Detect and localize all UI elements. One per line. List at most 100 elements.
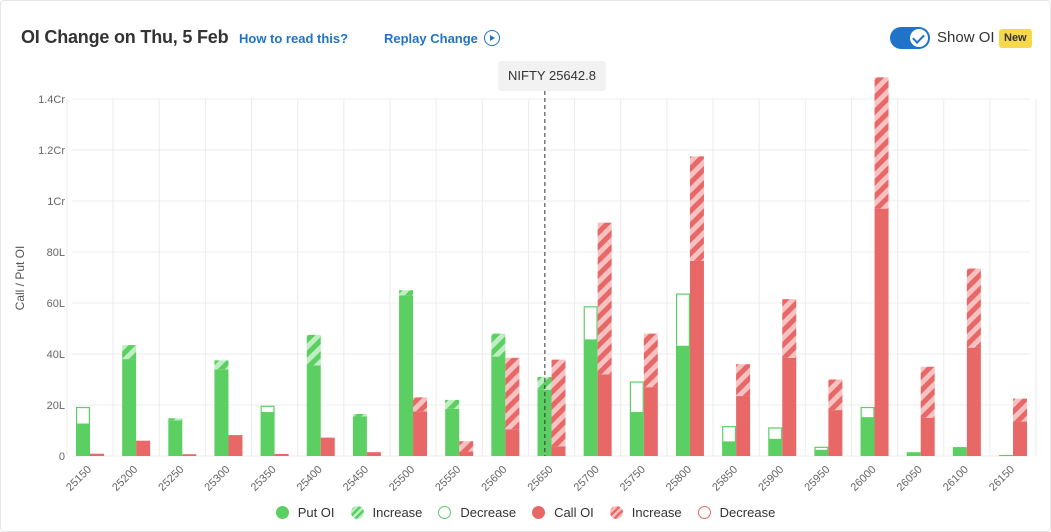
new-badge: New <box>999 29 1032 48</box>
call-oi-bar <box>828 410 843 456</box>
legend-put-decrease[interactable]: Decrease <box>438 505 516 520</box>
put-increase-swatch-icon <box>350 505 364 519</box>
legend-label: Increase <box>372 504 423 520</box>
x-tick-label: 25750 <box>618 464 648 494</box>
legend-call-oi[interactable]: Call OI <box>532 505 594 520</box>
x-tick-label: 26150 <box>987 464 1017 494</box>
call-oi-bar <box>782 357 797 456</box>
call-increase-swatch-icon <box>609 505 623 519</box>
call-increase-bar <box>828 379 843 411</box>
x-tick-label: 25450 <box>341 464 371 494</box>
how-to-read-link[interactable]: How to read this? <box>239 31 349 46</box>
put-decrease-bar <box>814 446 829 451</box>
y-tick-label: 60L <box>47 298 65 310</box>
legend-put-oi[interactable]: Put OI <box>275 504 335 520</box>
put-oi-bar <box>76 424 90 456</box>
put-decrease-bar <box>860 406 875 419</box>
show-oi-toggle[interactable] <box>890 27 930 49</box>
put-oi-bar <box>675 346 690 456</box>
y-tick-label: 1.2Cr <box>38 145 65 157</box>
put-oi-bar <box>583 339 598 456</box>
call-increase-bar <box>597 222 612 375</box>
x-tick-label: 25550 <box>433 464 463 494</box>
call-increase-bar <box>736 364 751 397</box>
put-increase-bar <box>214 360 229 370</box>
call-increase-bar <box>689 156 704 261</box>
call-oi-bar <box>459 451 474 456</box>
put-increase-bar <box>399 290 414 296</box>
call-oi-bar <box>551 446 566 456</box>
legend-call-increase[interactable]: Increase <box>609 504 682 520</box>
chart-header: OI Change on Thu, 5 Feb How to read this… <box>0 0 1051 76</box>
legend-label: Increase <box>631 504 682 520</box>
call-oi-bar <box>1013 421 1027 456</box>
legend-label: Call OI <box>554 504 594 520</box>
oi-bar-chart: 0 20L 40L 60L 80L 1Cr 1.2Cr 1.4Cr Call / Put OI 2… <box>13 77 1037 494</box>
put-increase-bar <box>445 399 460 409</box>
call-increase-bar <box>505 357 520 430</box>
put-oi-bar <box>768 439 783 456</box>
legend-put-increase[interactable]: Increase <box>350 504 423 520</box>
legend-call-decrease[interactable]: Decrease <box>697 504 776 520</box>
call-increase-bar <box>782 299 797 358</box>
x-tick-label: 25700 <box>572 464 602 494</box>
call-oi-swatch-icon <box>532 505 546 519</box>
put-oi-bar <box>399 295 414 456</box>
call-oi-bar <box>182 454 197 456</box>
legend-label: Put OI <box>297 504 335 520</box>
y-tick-label: 80L <box>47 247 65 259</box>
y-axis-label: Call / Put OI <box>13 246 27 311</box>
y-tick-label: 1.4Cr <box>38 94 65 106</box>
put-oi-bar <box>952 447 967 456</box>
call-oi-bar <box>689 260 704 456</box>
replay-change-link[interactable]: Replay Change <box>384 31 478 46</box>
x-tick-label: 25200 <box>110 464 140 494</box>
call-oi-bar <box>643 387 658 456</box>
call-increase-bar <box>643 333 658 388</box>
x-tick-label: 26000 <box>849 464 879 494</box>
x-tick-label: 26100 <box>941 464 971 494</box>
put-decrease-bar <box>675 293 690 347</box>
call-oi-bar <box>874 208 889 456</box>
put-decrease-bar <box>768 427 783 441</box>
put-increase-bar <box>352 413 367 417</box>
x-tick-label: 25150 <box>64 464 94 494</box>
put-oi-bar <box>860 417 875 456</box>
call-oi-bar <box>920 417 935 456</box>
call-oi-bar <box>90 453 104 456</box>
x-tick-label: 25650 <box>526 464 556 494</box>
call-increase-bar <box>966 268 981 348</box>
y-tick-label: 1Cr <box>47 196 65 208</box>
put-oi-bar <box>999 454 1013 456</box>
chart-title: OI Change on Thu, 5 Feb <box>21 27 229 47</box>
put-oi-bar <box>214 369 229 456</box>
put-oi-bar <box>352 416 367 456</box>
call-increase-bar <box>551 359 566 447</box>
play-circle-icon[interactable] <box>484 30 500 46</box>
put-increase-bar <box>122 345 137 360</box>
put-increase-bar <box>168 418 183 421</box>
put-oi-swatch-icon <box>275 505 289 519</box>
put-oi-bar <box>722 441 737 456</box>
put-decrease-bar <box>722 426 737 443</box>
x-tick-label: 25600 <box>479 464 509 494</box>
call-oi-bar <box>136 440 151 456</box>
call-oi-bar <box>413 411 428 456</box>
x-tick-label: 26050 <box>895 464 925 494</box>
call-oi-bar <box>505 429 520 456</box>
call-oi-bar <box>320 437 335 456</box>
put-decrease-bar <box>75 406 90 425</box>
call-oi-bar <box>274 453 289 456</box>
spot-price-tooltip: NIFTY 25642.8 <box>498 61 606 91</box>
x-tick-label: 25800 <box>664 464 694 494</box>
x-tick-label: 25350 <box>249 464 279 494</box>
check-icon <box>910 29 928 47</box>
x-tick-label: 25900 <box>756 464 786 494</box>
call-oi-bar <box>966 347 981 456</box>
x-tick-label: 25850 <box>710 464 740 494</box>
legend-label: Decrease <box>719 504 776 520</box>
call-oi-bar <box>736 396 751 456</box>
x-tick-label: 25950 <box>802 464 832 494</box>
call-decrease-swatch-icon <box>697 505 711 519</box>
call-increase-bar <box>920 366 935 418</box>
